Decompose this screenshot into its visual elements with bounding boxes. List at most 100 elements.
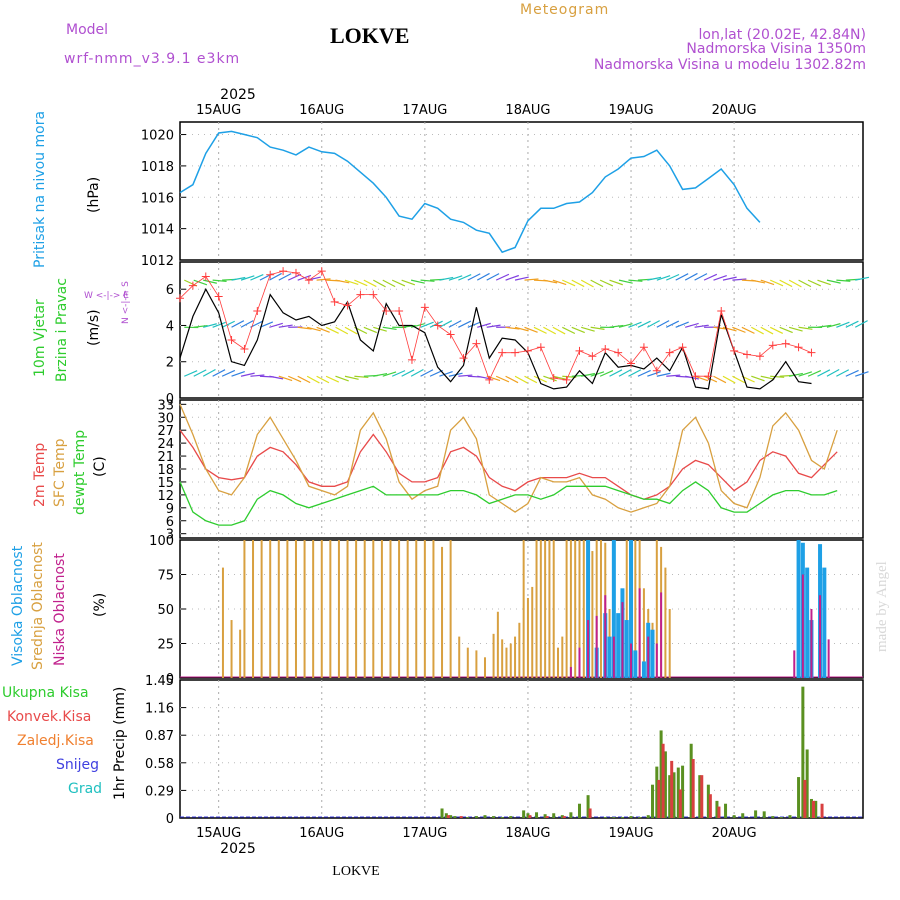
cloud-tick-label: 25 xyxy=(157,638,174,653)
precip-bar xyxy=(500,817,504,818)
wind-gust-marker xyxy=(717,306,726,315)
precip-bar xyxy=(732,815,736,818)
wind-compass-v: N <-|-> S xyxy=(121,281,131,324)
wind-barb xyxy=(278,273,292,281)
cloud-bar xyxy=(625,540,628,678)
precip-bar xyxy=(492,816,496,818)
credit-watermark: made by Angel xyxy=(874,561,890,652)
cloud-tick-label: 50 xyxy=(157,603,174,618)
wind-barb xyxy=(202,369,216,377)
wind-barb xyxy=(382,326,397,331)
cloud-bar xyxy=(638,588,641,678)
wind-barb xyxy=(212,279,227,282)
wind-barb xyxy=(477,322,491,328)
wind-barb xyxy=(684,272,698,281)
day-label-top: 20AUG xyxy=(712,103,757,118)
wind-gust-marker xyxy=(639,343,648,352)
wind-barb xyxy=(354,375,369,379)
wind-barb xyxy=(373,326,387,332)
precip-bar xyxy=(708,794,712,818)
wind-gust-marker xyxy=(343,301,352,310)
precip-bar xyxy=(655,766,659,818)
cloud-bar xyxy=(355,540,358,678)
wind-barb xyxy=(401,369,415,377)
wind-barb xyxy=(259,321,274,328)
wind-barb xyxy=(240,275,255,281)
wind-barb xyxy=(524,375,538,384)
wind-barb xyxy=(325,375,340,383)
temp-ylabel-1: 2m Temp xyxy=(32,443,48,507)
lonlat-text: lon,lat (20.02E, 42.84N) xyxy=(699,27,867,43)
precip-legend-item: Zaledj.Kisa xyxy=(17,733,94,749)
cloud-bar xyxy=(415,540,418,678)
wind-gust-marker xyxy=(395,306,404,315)
wind-gust-marker xyxy=(807,348,816,357)
wind-barb xyxy=(306,375,320,384)
cloud-bar xyxy=(586,540,591,678)
cloud-bar xyxy=(363,540,366,678)
wind-ylabel-2: Brzina i Pravac xyxy=(54,278,70,382)
cloud-bar xyxy=(668,609,671,678)
wind-barb xyxy=(647,276,662,281)
wind-barb xyxy=(609,369,623,377)
cloud-bar xyxy=(441,546,444,678)
wind-barb xyxy=(845,369,859,377)
wind-barb xyxy=(562,279,576,287)
wind-barb xyxy=(524,326,538,333)
wind-barb xyxy=(193,369,207,377)
wind-gust-marker xyxy=(266,270,275,279)
precip-bar xyxy=(801,686,805,818)
altitude-text: Nadmorska Visina 1350m xyxy=(686,41,866,57)
pressure-tick-label: 1020 xyxy=(141,129,174,144)
wind-barb xyxy=(297,375,311,384)
wind-barb xyxy=(325,326,339,334)
wind-barb xyxy=(533,326,547,334)
temp-ylabel-2: SFC Temp xyxy=(52,438,68,507)
wind-barb xyxy=(647,320,660,328)
cloud-bar xyxy=(458,636,461,678)
precip-bar xyxy=(779,817,783,818)
cloud-bar xyxy=(574,540,577,678)
precip-bar xyxy=(603,817,607,818)
cloud-bar xyxy=(561,636,564,678)
cloud-ylabel-3: Niska Oblacnost xyxy=(52,553,68,666)
wind-gust-marker xyxy=(485,375,494,384)
wind-tick-label: 4 xyxy=(166,319,174,334)
cloud-unit: (%) xyxy=(92,593,108,617)
wind-gust-marker xyxy=(730,346,739,355)
wind-barb xyxy=(656,275,671,281)
wind-barb xyxy=(722,276,737,281)
wind-barb xyxy=(769,326,784,335)
wind-barb xyxy=(788,372,803,377)
precip-legend-item: Ukupna Kisa xyxy=(2,685,89,701)
precip-bar xyxy=(586,795,590,818)
wind-gust-marker xyxy=(201,272,210,281)
wind-barb xyxy=(694,324,709,328)
wind-barb xyxy=(495,375,510,383)
precip-bar xyxy=(805,749,809,818)
cloud-bar xyxy=(501,639,504,678)
wind-barb xyxy=(439,371,453,377)
day-label-top: 19AUG xyxy=(609,103,654,118)
temp-tick-label: 18 xyxy=(157,463,174,478)
wind-barb xyxy=(429,320,443,328)
wind-barb xyxy=(684,322,699,328)
wind-barb xyxy=(562,326,576,335)
cloud-bar xyxy=(660,592,663,678)
precip-bar xyxy=(700,775,704,818)
wind-barb xyxy=(316,326,330,333)
pressure-tick-label: 1012 xyxy=(141,254,174,269)
cloud-bar xyxy=(611,540,616,678)
precip-bar xyxy=(706,784,710,818)
day-label-top: 15AUG xyxy=(196,103,241,118)
precip-bar xyxy=(670,760,674,818)
wind-barb xyxy=(855,276,870,281)
wind-barb xyxy=(590,279,604,288)
wind-barb xyxy=(505,274,520,281)
cloud-bar xyxy=(252,540,255,678)
temp-unit: (C) xyxy=(92,456,108,477)
wind-barb xyxy=(382,371,397,377)
cloud-bar xyxy=(277,540,280,678)
wind-barb xyxy=(581,372,596,377)
